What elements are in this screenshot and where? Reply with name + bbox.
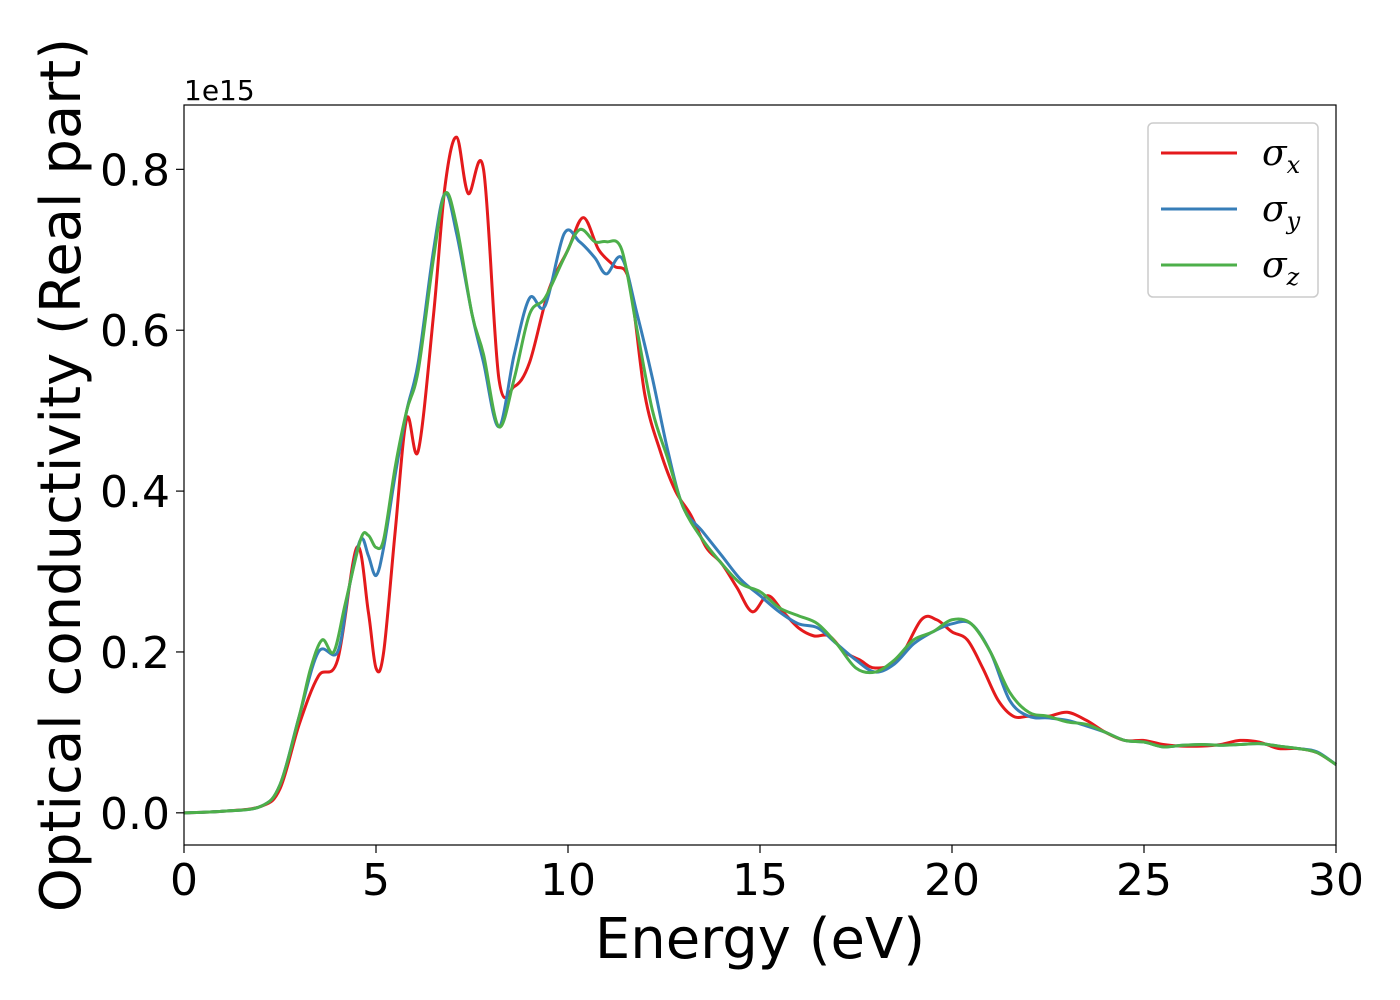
x-tick-label: 30 [1308,855,1364,906]
legend-label-z: σz [1262,245,1300,291]
y-tick-label: 0.2 [100,628,170,679]
y-offset-label: 1e15 [184,74,255,107]
x-tick-label: 25 [1116,855,1172,906]
y-tick-label: 0.6 [100,306,170,357]
x-axis-label: Energy (eV) [595,907,925,972]
y-tick-label: 0.0 [100,789,170,840]
x-tick-label: 10 [540,855,596,906]
x-tick-label: 5 [362,855,390,906]
y-tick-label: 0.4 [100,467,170,518]
y-axis-label: Optical conductivity (Real part) [29,38,94,912]
series-line-z [183,190,1337,815]
series-lines [183,135,1337,815]
y-tick-label: 0.8 [100,145,170,196]
x-tick-label: 0 [170,855,198,906]
legend-label-x: σx [1262,133,1301,179]
x-tick-label: 15 [732,855,788,906]
y-axis-ticks: 0.0 0.2 0.4 0.6 0.8 [100,145,184,840]
plot-area [184,105,1336,845]
x-tick-label: 20 [924,855,980,906]
legend: σx σy σz [1147,122,1319,298]
x-axis-ticks: 0 5 10 15 20 25 30 [170,845,1364,906]
legend-label-y: σy [1262,189,1301,235]
